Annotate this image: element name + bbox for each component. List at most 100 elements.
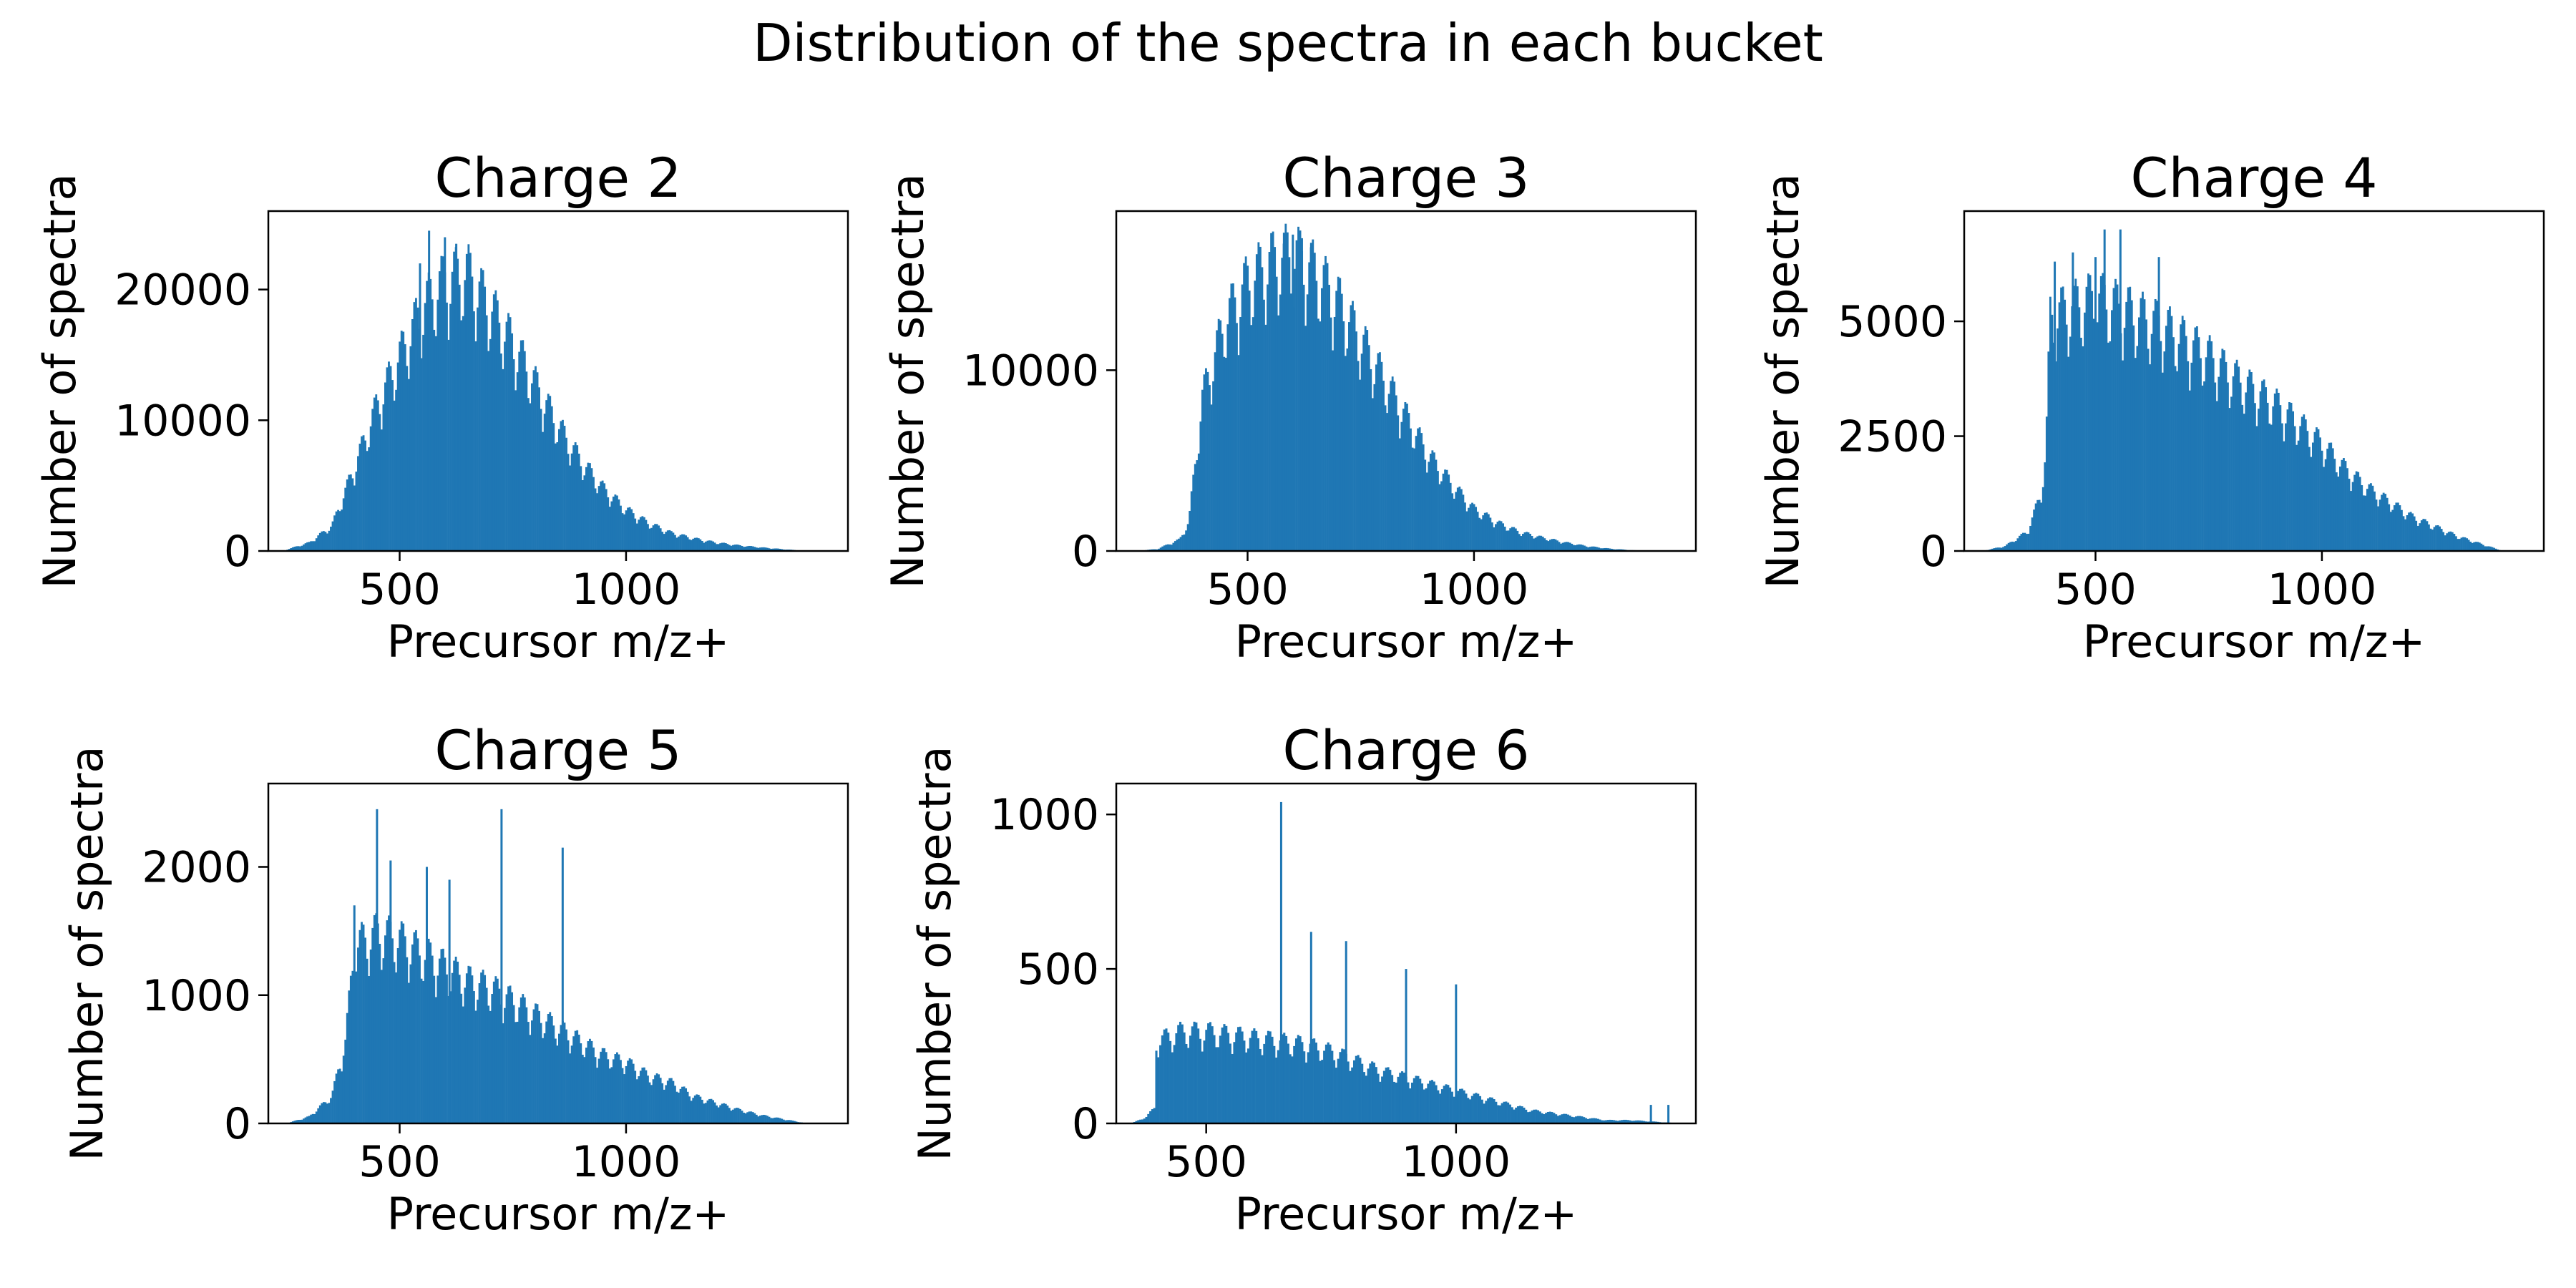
histogram-bar xyxy=(2384,494,2387,551)
histogram-bar xyxy=(346,479,348,551)
histogram-bar xyxy=(333,515,336,551)
histogram-bar xyxy=(2221,348,2224,551)
histogram-bar xyxy=(2486,546,2488,551)
histogram-bar xyxy=(1501,1103,1503,1123)
histogram-bar xyxy=(396,948,399,1123)
histogram-bar xyxy=(2277,392,2280,551)
histogram-bar xyxy=(2286,409,2289,551)
y-axis-label-2: Number of spectra xyxy=(882,174,934,589)
histogram-bar xyxy=(519,340,522,551)
histogram-bar xyxy=(2169,306,2171,551)
histogram-bar xyxy=(1290,293,1292,551)
histogram-bar xyxy=(1400,421,1403,551)
histogram-bar xyxy=(751,1112,754,1123)
histogram-bar xyxy=(705,541,707,551)
histogram-bar xyxy=(1614,1120,1617,1123)
histogram-bar xyxy=(744,546,747,551)
histogram-bar xyxy=(625,1065,628,1123)
histogram-bar xyxy=(2034,503,2037,551)
histogram-bar xyxy=(477,307,479,551)
histogram-bar xyxy=(757,1116,760,1123)
histogram-bar xyxy=(1244,256,1247,551)
histogram-bar xyxy=(2252,384,2255,551)
histogram-bar xyxy=(388,915,390,1123)
histogram-bar xyxy=(1478,517,1481,551)
histogram-bar xyxy=(549,1012,552,1123)
histogram-bar xyxy=(1203,1040,1206,1123)
histogram-bar xyxy=(1223,356,1226,551)
histogram-bar xyxy=(1372,1063,1375,1123)
histogram-bar xyxy=(338,1068,341,1123)
histogram-spike xyxy=(2119,229,2122,551)
histogram-bar xyxy=(301,1119,303,1123)
y-tick-label: 0 xyxy=(1072,527,1099,577)
histogram-bar xyxy=(2004,546,2006,551)
histogram-bar xyxy=(728,1108,731,1123)
histogram-bar xyxy=(710,1098,713,1123)
histogram-bar xyxy=(464,987,467,1123)
histogram-bar xyxy=(1511,527,1513,551)
histogram-bar xyxy=(683,1086,686,1123)
histogram-bar xyxy=(291,1121,294,1123)
histogram-bar xyxy=(750,546,753,551)
histogram-bar xyxy=(431,299,434,551)
histogram-bar xyxy=(1605,547,1608,551)
y-tick-label: 20000 xyxy=(114,265,251,316)
histogram-bar xyxy=(2145,319,2147,551)
histogram-bar xyxy=(321,1103,323,1123)
histogram-bar xyxy=(482,970,484,1123)
histogram-bar xyxy=(625,510,628,551)
histogram-bar xyxy=(556,1045,559,1123)
histogram-bar xyxy=(777,548,780,551)
histogram-bar xyxy=(2482,545,2484,551)
histogram-bar xyxy=(434,336,437,551)
histogram-bar xyxy=(1231,1053,1234,1123)
histogram-bar xyxy=(679,535,682,551)
histogram-bar xyxy=(558,1033,560,1123)
histogram-bar xyxy=(1576,545,1579,551)
histogram-bar xyxy=(351,478,354,551)
histogram-bar xyxy=(757,547,760,551)
histogram-bar xyxy=(1593,1118,1596,1123)
histogram-bar xyxy=(311,541,314,551)
histogram-bar xyxy=(2107,342,2109,551)
histogram-bar xyxy=(1424,459,1427,551)
histogram-bar xyxy=(1543,538,1546,551)
histogram-bar xyxy=(1523,1107,1526,1123)
histogram-bar xyxy=(545,400,548,551)
histogram-bar xyxy=(2379,499,2381,551)
histogram-bar xyxy=(596,1068,598,1123)
histogram-bar xyxy=(1606,548,1609,551)
histogram-bar xyxy=(788,1120,791,1123)
histogram-bar xyxy=(2415,520,2418,551)
histogram-bar xyxy=(643,1067,645,1123)
histogram-bar xyxy=(560,421,562,551)
histogram-bar xyxy=(535,366,537,551)
histogram-bar xyxy=(1460,1088,1463,1123)
histogram-bar xyxy=(670,531,673,551)
histogram-bar xyxy=(2355,471,2358,551)
histogram-bar xyxy=(1554,539,1557,551)
histogram-bar xyxy=(406,366,409,551)
histogram-bar xyxy=(665,1085,668,1123)
histogram-bar xyxy=(348,990,351,1123)
histogram-bar xyxy=(542,1038,545,1123)
histogram-bar xyxy=(326,1103,328,1123)
histogram-bar xyxy=(2018,535,2021,551)
histogram-bar xyxy=(1246,265,1249,551)
histogram-bar xyxy=(1261,1055,1264,1123)
histogram-bar xyxy=(433,329,436,551)
histogram-bar xyxy=(358,930,361,1123)
histogram-bar xyxy=(1199,421,1202,551)
histogram-bar xyxy=(288,549,291,551)
histogram-bar xyxy=(2208,335,2211,551)
histogram-bar xyxy=(1413,1078,1415,1123)
histogram-bar xyxy=(2265,387,2268,551)
x-tick-label: 1000 xyxy=(1420,565,1529,615)
histogram-bar xyxy=(549,396,552,551)
histogram-bar xyxy=(2007,542,2010,551)
histogram-bar xyxy=(1362,334,1365,551)
histogram-bar xyxy=(739,545,741,551)
histogram-bar xyxy=(407,379,410,551)
histogram-bar xyxy=(2408,512,2410,551)
